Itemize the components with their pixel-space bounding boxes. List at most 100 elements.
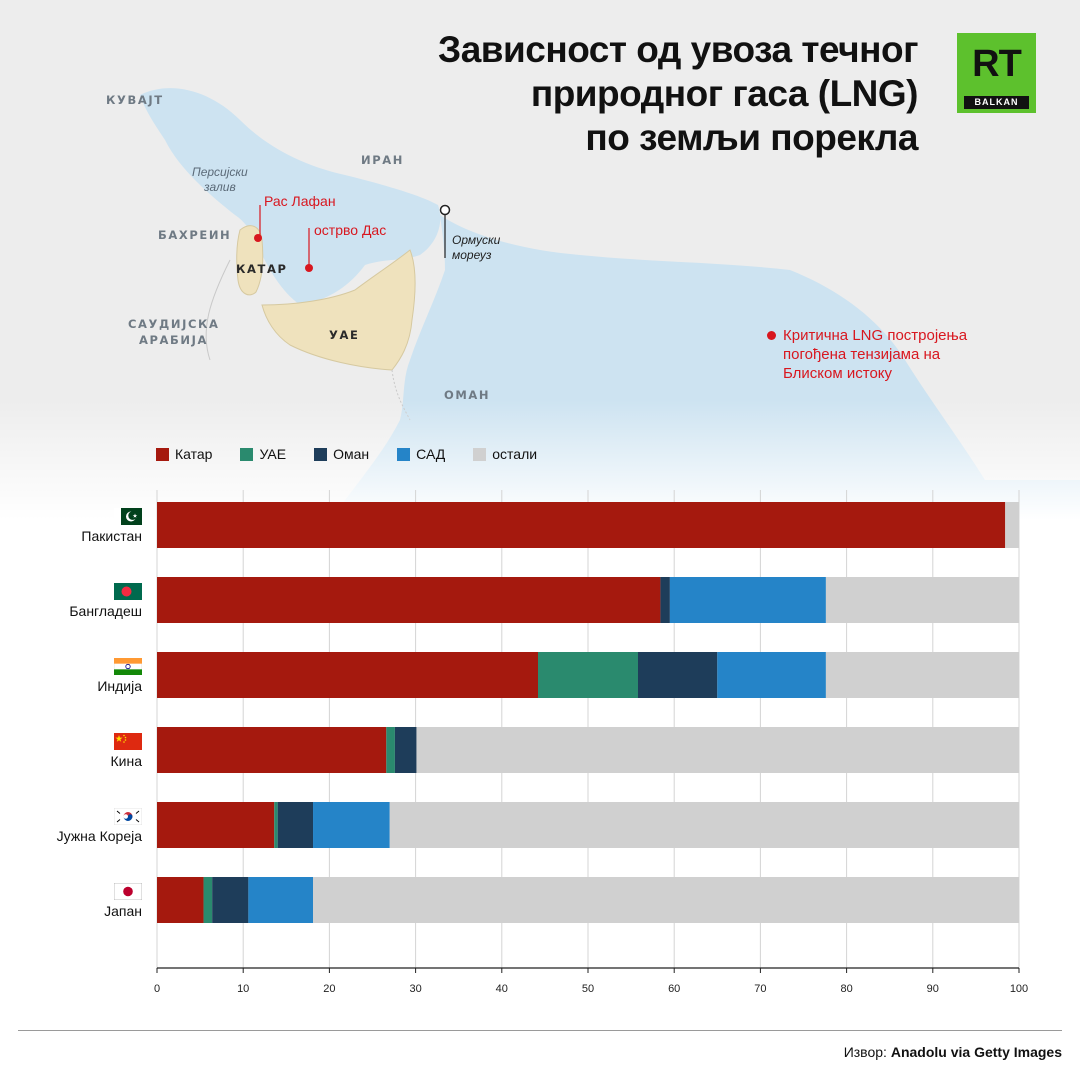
title-line-2: природног гаса (LNG) bbox=[530, 73, 919, 114]
bar-2-2 bbox=[637, 652, 718, 698]
stacked-bar-chart: 0 10 20 30 40 50 60 70 80 90 100 bbox=[154, 490, 1028, 995]
critical-line-3: Блиском истоку bbox=[783, 365, 893, 382]
bar-2-3 bbox=[717, 652, 826, 698]
hormuz-marker bbox=[439, 204, 451, 216]
label-saudi-2: АРАБИЈА bbox=[139, 333, 208, 347]
row-label-bangladesh: Бангладеш bbox=[69, 603, 142, 619]
label-kuwait: КУВАЈТ bbox=[106, 93, 164, 107]
label-uae: УАЕ bbox=[329, 328, 360, 342]
bangladesh-flag-icon bbox=[114, 583, 142, 600]
row-label-india: Индија bbox=[97, 678, 142, 694]
china-flag-icon bbox=[114, 733, 142, 750]
legend-label-uae: УАЕ bbox=[259, 446, 287, 462]
bar-1-4 bbox=[825, 577, 1019, 623]
legend-swatch-usa bbox=[397, 447, 411, 461]
bar-5-1 bbox=[203, 877, 213, 923]
x-tick-label-50: 50 bbox=[582, 983, 594, 995]
label-bahrain: БАХРЕИН bbox=[158, 228, 232, 242]
bar-4-3 bbox=[313, 802, 390, 848]
label-hormuz: Ормуски мореуз bbox=[452, 233, 500, 263]
persian-gulf bbox=[140, 88, 441, 305]
label-qatar: КАТАР bbox=[236, 262, 288, 276]
legend-label-qatar: Катар bbox=[175, 446, 213, 462]
japan-flag-icon bbox=[114, 883, 142, 900]
bar-3-0 bbox=[157, 727, 387, 773]
hormuz-line-1: Ормуски bbox=[452, 233, 501, 247]
title-line-3: по земљи порекла bbox=[585, 117, 918, 158]
row-label-south-korea: Јужна Кореја bbox=[56, 828, 142, 844]
x-tick-label-100: 100 bbox=[1010, 983, 1028, 995]
legend-item-uae: УАЕ bbox=[240, 446, 286, 462]
legend-item-usa: САД bbox=[397, 446, 445, 462]
critical-line-2: погођена тензијама на bbox=[783, 346, 941, 363]
label-persian-gulf: Персијски залив bbox=[192, 165, 248, 195]
legend-item-oman: Оман bbox=[314, 446, 369, 462]
footer-divider bbox=[18, 1030, 1062, 1031]
bar-3-2 bbox=[394, 727, 417, 773]
rt-balkan-logo: RT BALKAN bbox=[957, 33, 1036, 113]
bar-3-4 bbox=[416, 727, 1019, 773]
pakistan-flag-icon bbox=[114, 508, 142, 525]
legend-item-qatar: Катар bbox=[156, 446, 212, 462]
source-name: Anadolu via Getty Images bbox=[890, 1044, 1062, 1060]
bar-5-0 bbox=[157, 877, 204, 923]
x-tick-label-20: 20 bbox=[323, 983, 335, 995]
chart-title: Зависност од увоза течног природног гаса… bbox=[438, 28, 918, 160]
bar-2-4 bbox=[825, 652, 1019, 698]
x-tick-label-30: 30 bbox=[409, 983, 421, 995]
row-label-pakistan: Пакистан bbox=[81, 528, 142, 544]
bar-5-3 bbox=[248, 877, 314, 923]
bar-0-0 bbox=[157, 502, 1006, 548]
legend-swatch-oman bbox=[314, 447, 328, 461]
x-tick-label-70: 70 bbox=[754, 983, 766, 995]
uae-land bbox=[261, 249, 416, 371]
gulf-line-1: Персијски bbox=[192, 165, 248, 179]
legend-swatch-uae bbox=[240, 447, 254, 461]
bar-1-3 bbox=[669, 577, 826, 623]
source-prefix: Извор: bbox=[843, 1044, 891, 1060]
x-tick-label-0: 0 bbox=[154, 983, 160, 995]
bar-3-1 bbox=[386, 727, 395, 773]
middle-east-map bbox=[0, 0, 1080, 520]
bar-2-1 bbox=[538, 652, 638, 698]
bar-1-2 bbox=[660, 577, 670, 623]
south-korea-flag-icon bbox=[114, 808, 142, 825]
bar-4-1 bbox=[274, 802, 278, 848]
title-line-1: Зависност од увоза течног bbox=[438, 29, 918, 70]
legend-swatch-qatar bbox=[156, 447, 169, 461]
bar-4-4 bbox=[389, 802, 1019, 848]
bar-0-4 bbox=[1005, 502, 1019, 548]
row-label-china: Кина bbox=[110, 753, 143, 769]
india-flag-icon bbox=[114, 658, 142, 675]
label-oman: ОМАН bbox=[444, 388, 491, 402]
hormuz-line-2: мореуз bbox=[452, 248, 492, 262]
x-tick-label-80: 80 bbox=[840, 983, 852, 995]
label-ras-laffan: Рас Лафан bbox=[264, 193, 336, 209]
label-iran: ИРАН bbox=[361, 153, 404, 167]
x-tick-label-10: 10 bbox=[237, 983, 249, 995]
legend-label-oman: Оман bbox=[333, 446, 370, 462]
ras-laffan-marker bbox=[254, 234, 262, 242]
x-tick-label-90: 90 bbox=[927, 983, 939, 995]
bar-5-4 bbox=[313, 877, 1020, 923]
critical-line-1: Критична LNG постројења bbox=[783, 327, 968, 344]
logo-subtext: BALKAN bbox=[964, 96, 1029, 109]
gulf-line-2: залив bbox=[204, 180, 236, 194]
das-island-marker bbox=[305, 264, 313, 272]
bar-4-0 bbox=[157, 802, 275, 848]
bar-4-2 bbox=[277, 802, 314, 848]
row-label-japan: Јапан bbox=[104, 903, 142, 919]
chart-legend: Катар УАЕ Оман САД остали bbox=[156, 446, 565, 462]
bar-2-0 bbox=[157, 652, 539, 698]
label-critical-facilities: Критична LNG постројења погођена тензија… bbox=[783, 326, 967, 383]
x-tick-label-60: 60 bbox=[668, 983, 680, 995]
legend-label-others: остали bbox=[492, 446, 538, 462]
legend-item-others: остали bbox=[473, 446, 537, 462]
label-das-island: острво Дас bbox=[314, 222, 387, 238]
bar-5-2 bbox=[212, 877, 249, 923]
qatar-land bbox=[236, 225, 264, 296]
source-credit: Извор: Anadolu via Getty Images bbox=[844, 1044, 1062, 1060]
bar-1-0 bbox=[157, 577, 661, 623]
x-tick-label-40: 40 bbox=[496, 983, 508, 995]
label-saudi-1: САУДИЈСКА bbox=[128, 317, 220, 331]
